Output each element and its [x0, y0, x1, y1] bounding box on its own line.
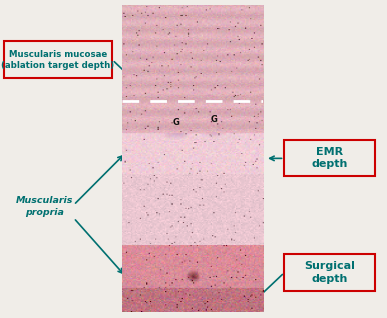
- Text: Muscularis
propria: Muscularis propria: [16, 196, 73, 217]
- Text: Muscularis mucosae
(ablation target depth): Muscularis mucosae (ablation target dept…: [2, 50, 115, 70]
- Text: Surgical
depth: Surgical depth: [305, 261, 355, 284]
- FancyBboxPatch shape: [284, 254, 375, 291]
- Text: G: G: [210, 115, 217, 124]
- Text: G: G: [172, 118, 179, 128]
- Text: EMR
depth: EMR depth: [312, 147, 348, 169]
- FancyBboxPatch shape: [284, 140, 375, 176]
- FancyBboxPatch shape: [4, 41, 112, 78]
